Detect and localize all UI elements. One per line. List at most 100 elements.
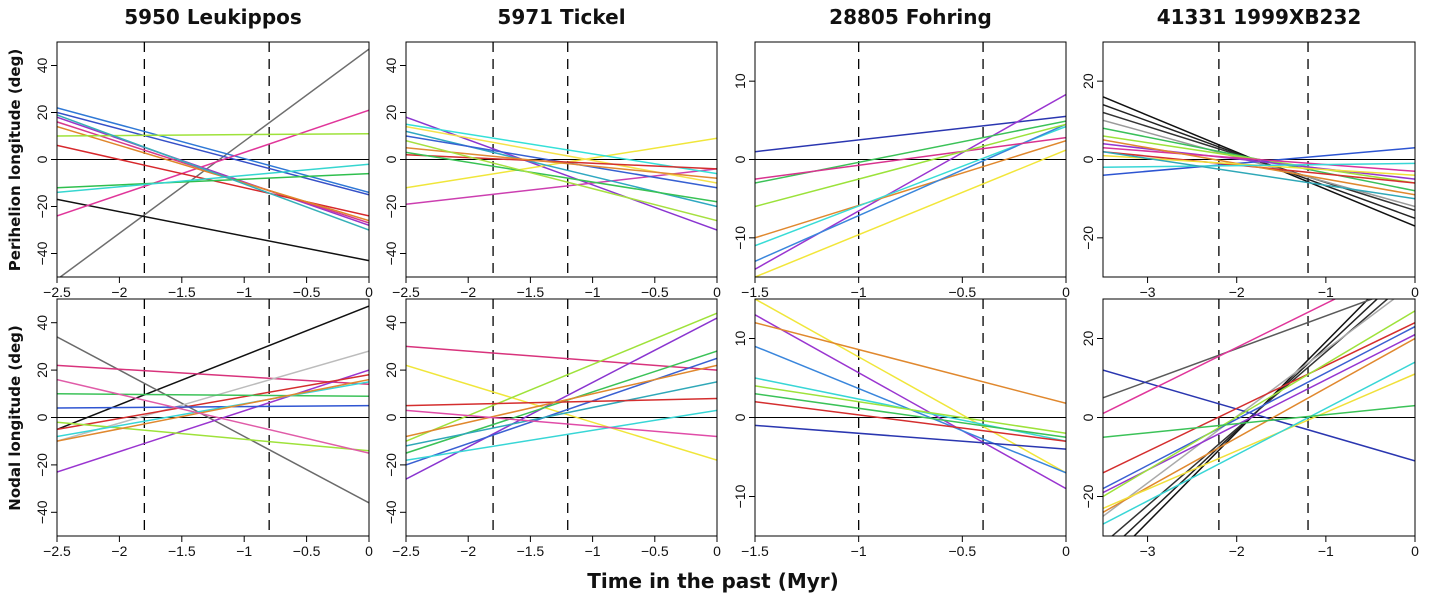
series-line-gray (58, 48, 369, 277)
y-tick-label: 20 (383, 362, 399, 378)
series-line-red (755, 400, 1066, 442)
y-tick-label: 0 (34, 413, 50, 421)
series-line-yellow (406, 364, 717, 461)
series-line-magenta-2 (406, 409, 717, 438)
series-line-orange (406, 147, 717, 180)
x-tick-label: −1 (236, 284, 252, 300)
series-line-yellow-2 (406, 125, 717, 184)
series-line-navy (755, 424, 1066, 450)
y-tick-label: −40 (383, 241, 399, 265)
plot-area (1103, 299, 1415, 536)
x-tick-label: −2 (460, 284, 476, 300)
x-tick-label: 0 (365, 284, 373, 300)
x-tick-label: −1 (851, 284, 867, 300)
plot-area (755, 42, 1066, 277)
x-tick-label: 0 (1411, 284, 1419, 300)
series-line-navy (1103, 369, 1415, 462)
series-line-green (57, 393, 369, 397)
y-tick-label: 20 (383, 105, 399, 121)
panel-8: −3 −2 −1 0 −20 0 20 (1080, 298, 1419, 559)
row-label-perihelion: Perihelion longitude (deg) (6, 49, 24, 271)
row-label-nodal: Nodal longitude (deg) (6, 325, 24, 510)
series-line-orange (57, 378, 369, 442)
series-line-navy (755, 115, 1066, 153)
series-line-magenta (755, 136, 1066, 180)
series-line-gray-1 (1103, 299, 1375, 399)
panels: 5950 Leukippos−2.5 −2 −1.5 −1 −0.5 0−40−20020… (34, 5, 1419, 559)
series-line-green (57, 172, 369, 189)
series-line-light-green (755, 385, 1066, 435)
series-line-magenta (57, 364, 369, 386)
series-line-pink (57, 378, 369, 454)
series-line-red (57, 374, 369, 431)
series-line-red (406, 154, 717, 170)
x-tick-label: −2 (1229, 284, 1245, 300)
plot-area (1103, 42, 1415, 277)
panel-3: 28805 Fohring −1.5 −1 −0.5 0 −10 0 10 (732, 5, 1070, 300)
y-tick-label: 40 (383, 315, 399, 331)
y-tick-label: 40 (34, 58, 50, 74)
x-tick-label: −0.5 (293, 284, 321, 300)
y-tick-label: −10 (732, 484, 748, 508)
series-line-light-green (406, 312, 717, 442)
y-tick-label: 0 (1080, 155, 1096, 163)
x-tick-label: −2 (1229, 543, 1245, 559)
series-line-green (406, 151, 717, 203)
series-line-teal (57, 114, 369, 231)
panel-title: 41331 1999XB232 (1157, 5, 1362, 29)
series-line-orange (755, 139, 1066, 239)
panel-6: −2.5 −2 −1.5 −1 −0.5 0 −40 −20 0 20 40 (383, 298, 721, 559)
x-tick-label: 0 (365, 543, 373, 559)
series-line-orange (406, 364, 717, 438)
x-tick-label: −2.5 (43, 543, 71, 559)
panel-title: 5971 Tickel (497, 5, 625, 29)
x-tick-label: 0 (713, 284, 721, 300)
x-tick-label: 0 (1411, 543, 1419, 559)
series-line-purple (406, 317, 717, 480)
x-tick-label: −1.5 (741, 543, 769, 559)
series-line-blue (755, 123, 1066, 262)
series-line-magenta (1103, 299, 1337, 415)
x-tick-label: −2 (460, 543, 476, 559)
series-line-magenta-1 (57, 109, 369, 217)
x-tick-label: −1 (851, 543, 867, 559)
x-tick-label: −1 (585, 284, 601, 300)
y-tick-label: 20 (34, 362, 50, 378)
x-tick-label: −2 (111, 543, 127, 559)
x-tick-label: −2 (111, 284, 127, 300)
series-line-purple (1103, 143, 1415, 180)
x-tick-label: −1 (585, 543, 601, 559)
x-tick-label: −1.5 (741, 284, 769, 300)
x-tick-label: −3 (1140, 284, 1156, 300)
series-line-yellow (1103, 373, 1415, 510)
series-line-yellow (755, 149, 1066, 277)
x-axis-title: Time in the past (Myr) (587, 569, 839, 593)
series-line-magenta-1 (406, 345, 717, 371)
series-line-gray (57, 336, 369, 504)
x-tick-label: −1.5 (168, 543, 196, 559)
series-line-light-green (57, 132, 369, 137)
series-line-yellow (755, 299, 1066, 474)
series-line-cyan (1103, 162, 1415, 169)
y-tick-label: 40 (383, 58, 399, 74)
series-line-green (755, 393, 1066, 439)
series-line-purple (57, 369, 369, 473)
y-tick-label: −40 (34, 500, 50, 524)
y-tick-label: −10 (732, 226, 748, 250)
series-line-cyan (57, 381, 369, 438)
y-tick-label: −20 (34, 194, 50, 218)
x-tick-label: 0 (1062, 543, 1070, 559)
x-tick-label: −1 (236, 543, 252, 559)
series-line-purple (755, 93, 1066, 270)
series-line-orange (57, 125, 369, 222)
series-line-orange (1103, 337, 1415, 513)
panel-1: 5950 Leukippos −2.5 −2 −1.5 −1 −0.5 0 −40 −20 0 20… (34, 5, 373, 300)
series-line-cyan (406, 123, 717, 175)
y-tick-label: 10 (732, 73, 748, 89)
plot-area (57, 299, 369, 536)
plot-area (406, 299, 717, 536)
x-tick-label: 0 (713, 543, 721, 559)
x-tick-label: −1 (1318, 543, 1334, 559)
series-line-black (57, 198, 369, 262)
series-line-red (1103, 322, 1415, 474)
